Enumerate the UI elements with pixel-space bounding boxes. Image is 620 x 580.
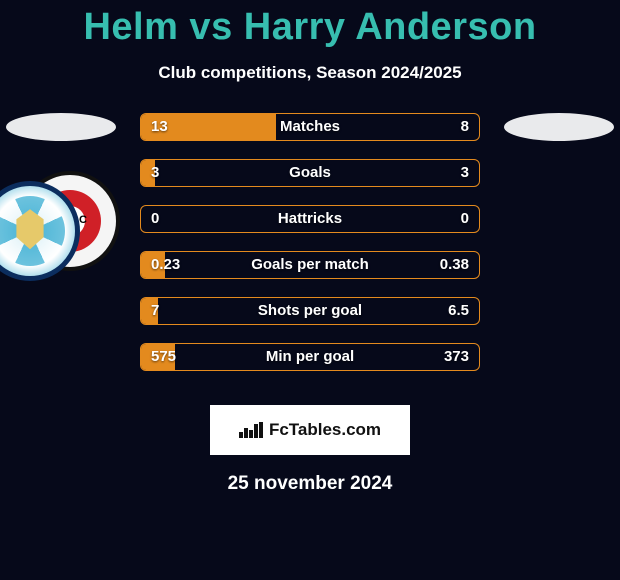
stat-row: 0.23Goals per match0.38 bbox=[140, 251, 480, 279]
stat-row: 13Matches8 bbox=[140, 113, 480, 141]
stat-label: Shots per goal bbox=[141, 298, 479, 324]
stat-value-right: 3 bbox=[451, 160, 479, 186]
date: 25 november 2024 bbox=[0, 473, 620, 495]
brand-chart-icon bbox=[239, 422, 263, 438]
stat-row: 575Min per goal373 bbox=[140, 343, 480, 371]
stat-value-right: 6.5 bbox=[438, 298, 479, 324]
stat-row: 3Goals3 bbox=[140, 159, 480, 187]
page-title: Helm vs Harry Anderson bbox=[0, 0, 620, 49]
brand-text: FcTables.com bbox=[269, 420, 381, 440]
stat-value-right: 8 bbox=[451, 114, 479, 140]
stat-label: Hattricks bbox=[141, 206, 479, 232]
stat-label: Min per goal bbox=[141, 344, 479, 370]
stat-value-right: 0.38 bbox=[430, 252, 479, 278]
subtitle: Club competitions, Season 2024/2025 bbox=[0, 63, 620, 83]
stat-label: Goals bbox=[141, 160, 479, 186]
shadow-ellipse-right bbox=[504, 113, 614, 141]
stat-value-right: 0 bbox=[451, 206, 479, 232]
stat-row: 7Shots per goal6.5 bbox=[140, 297, 480, 325]
shadow-ellipse-left bbox=[6, 113, 116, 141]
brand-box: FcTables.com bbox=[210, 405, 410, 455]
stat-label: Goals per match bbox=[141, 252, 479, 278]
stat-row: 0Hattricks0 bbox=[140, 205, 480, 233]
stat-label: Matches bbox=[141, 114, 479, 140]
comparison-area: F T F C 13Matches83Goals30Hattricks00.23… bbox=[0, 113, 620, 393]
stat-value-right: 373 bbox=[434, 344, 479, 370]
stat-bars: 13Matches8 3Goals3 0Hattricks0 0.23Goals pe… bbox=[140, 113, 480, 389]
